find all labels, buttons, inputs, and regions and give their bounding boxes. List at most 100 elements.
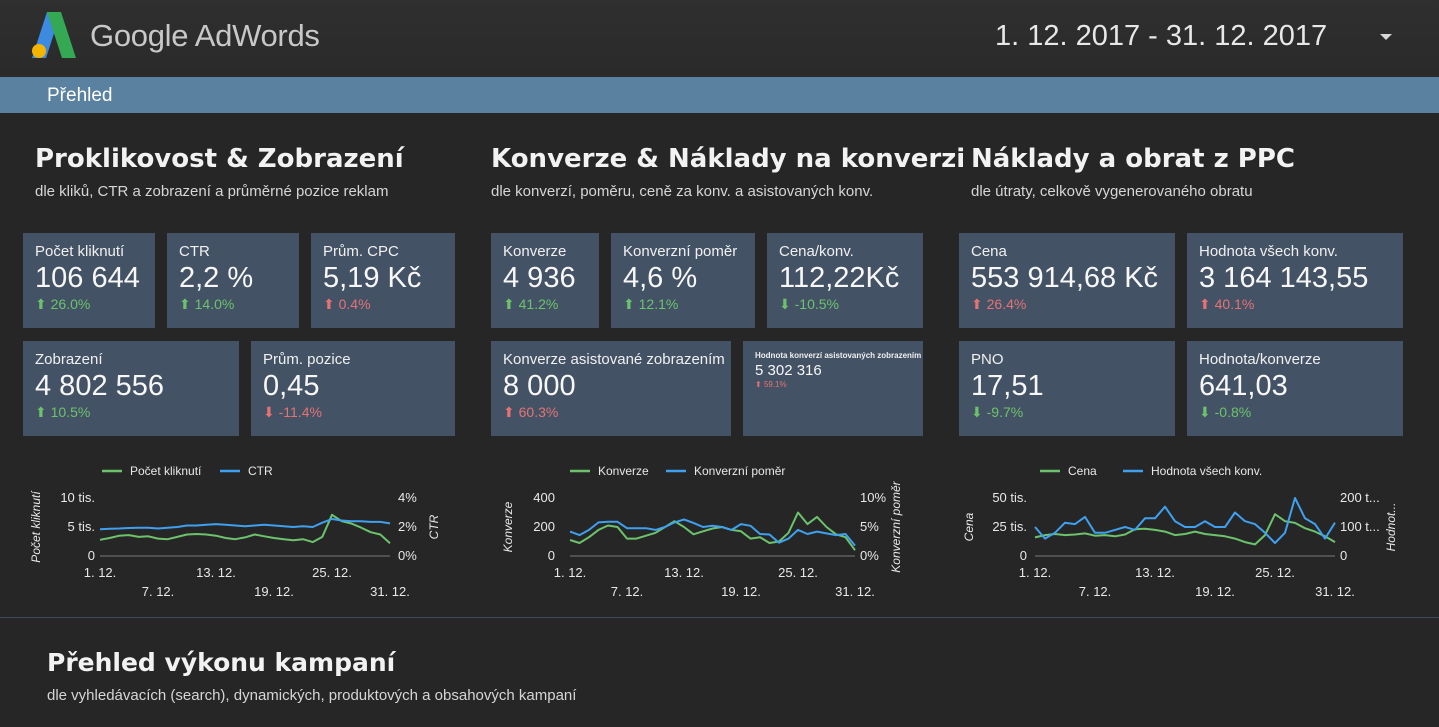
- arrow-up-icon: ⬆: [623, 296, 639, 312]
- series-line-cena: [1034, 513, 1336, 546]
- y-tick-label-right: 0%: [860, 548, 879, 563]
- kpi-delta: ⬇ -11.4%: [263, 404, 322, 420]
- chevron-down-icon[interactable]: [1380, 34, 1392, 40]
- kpi-card-view-through-conversions[interactable]: Konverze asistované zobrazením 8 000 ⬆ 6…: [491, 341, 731, 436]
- kpi-label: Počet kliknutí: [35, 243, 125, 260]
- series-line-ctr: [99, 518, 391, 531]
- kpi-label: Zobrazení: [35, 351, 103, 368]
- kpi-delta: ⬆ 59.1%: [755, 380, 787, 389]
- kpi-card-ctr[interactable]: CTR 2,2 % ⬆ 14.0%: [167, 233, 299, 328]
- kpi-delta: ⬆ 26.4%: [971, 296, 1027, 312]
- y-axis-title-right: Konverzní poměr: [889, 480, 903, 572]
- tab-prehled[interactable]: Přehled: [47, 85, 113, 106]
- x-tick-label: 7. 12.: [1079, 584, 1112, 599]
- chart-cost-value[interactable]: Cena Hodnota všech konv. 50 tis. 25 tis. 0 20…: [955, 458, 1415, 608]
- kpi-delta: ⬆ 10.5%: [35, 404, 91, 420]
- arrow-down-icon: ⬇: [263, 404, 279, 420]
- kpi-value: 8 000: [503, 370, 576, 402]
- y-axis-title-left: Počet kliknutí: [29, 490, 43, 563]
- campaigns-title: Přehled výkonu kampaní: [47, 648, 396, 677]
- series-line-konverze: [569, 511, 856, 551]
- y-tick-label-left: 10 tis.: [60, 490, 95, 505]
- series-line-hodnota-všech-konv.: [1034, 497, 1336, 544]
- kpi-card-cost[interactable]: Cena 553 914,68 Kč ⬆ 26.4%: [959, 233, 1175, 328]
- chart-conversions-rate[interactable]: Konverze Konverzní poměr 400 200 0 10% 5% 0% Kon…: [490, 458, 930, 608]
- header: Google AdWords 1. 12. 2017 - 31. 12. 201…: [0, 0, 1439, 77]
- kpi-card-pno[interactable]: PNO 17,51 ⬇ -9.7%: [959, 341, 1175, 436]
- x-tick-label: 7. 12.: [611, 584, 644, 599]
- arrow-up-icon: ⬆: [323, 296, 339, 312]
- kpi-delta: ⬇ -9.7%: [971, 404, 1024, 420]
- kpi-value: 17,51: [971, 370, 1044, 402]
- legend-label: Konverze: [598, 464, 649, 478]
- kpi-value: 106 644: [35, 262, 140, 294]
- arrow-down-icon: ⬇: [971, 404, 987, 420]
- y-axis-title-right: Hodnot...: [1384, 503, 1398, 552]
- kpi-label: PNO: [971, 351, 1004, 368]
- kpi-card-impressions[interactable]: Zobrazení 4 802 556 ⬆ 10.5%: [23, 341, 239, 436]
- y-tick-label-right: 2%: [398, 519, 417, 534]
- kpi-delta: ⬇ -0.8%: [1199, 404, 1252, 420]
- kpi-value: 3 164 143,55: [1199, 262, 1369, 294]
- arrow-up-icon: ⬆: [179, 296, 195, 312]
- y-tick-label-right: 4%: [398, 490, 417, 505]
- y-tick-label-right: 200 t...: [1340, 490, 1380, 505]
- x-tick-label: 13. 12.: [196, 565, 236, 580]
- kpi-value: 112,22Kč: [779, 262, 900, 294]
- kpi-label: CTR: [179, 243, 210, 260]
- section-subtitle-clicks: dle kliků, CTR a zobrazení a průměrné po…: [35, 183, 389, 200]
- section-title-conversions: Konverze & Náklady na konverzi: [491, 144, 966, 174]
- y-tick-label-left: 400: [533, 490, 555, 505]
- kpi-delta: ⬆ 0.4%: [323, 296, 371, 312]
- legend-label: Hodnota všech konv.: [1151, 464, 1262, 478]
- kpi-value: 553 914,68 Kč: [971, 262, 1159, 294]
- arrow-up-icon: ⬆: [503, 404, 519, 420]
- x-tick-label: 1. 12.: [554, 565, 587, 580]
- x-tick-label: 25. 12.: [1255, 565, 1295, 580]
- kpi-label: Cena: [971, 243, 1007, 260]
- y-tick-label-left: 50 tis.: [992, 490, 1027, 505]
- arrow-up-icon: ⬆: [971, 296, 987, 312]
- x-tick-label: 31. 12.: [370, 584, 410, 599]
- kpi-card-conversion-rate[interactable]: Konverzní poměr 4,6 % ⬆ 12.1%: [611, 233, 755, 328]
- kpi-card-view-through-value[interactable]: Hodnota konverzí asistovaných zobrazením…: [743, 341, 923, 436]
- x-tick-label: 25. 12.: [778, 565, 818, 580]
- app-title: Google AdWords: [90, 18, 320, 53]
- kpi-value: 0,45: [263, 370, 320, 402]
- y-tick-label-right: 0%: [398, 548, 417, 563]
- kpi-value: 641,03: [1199, 370, 1288, 402]
- legend-label: Počet kliknutí: [130, 464, 202, 478]
- arrow-up-icon: ⬆: [503, 296, 519, 312]
- arrow-up-icon: ⬆: [1199, 296, 1215, 312]
- y-tick-label-right: 10%: [860, 490, 886, 505]
- kpi-delta: ⬇ -10.5%: [779, 296, 839, 312]
- kpi-card-value-per-conversion[interactable]: Hodnota/konverze 641,03 ⬇ -0.8%: [1187, 341, 1403, 436]
- kpi-value: 5 302 316: [755, 362, 822, 379]
- x-tick-label: 7. 12.: [142, 584, 175, 599]
- kpi-card-avg-position[interactable]: Prům. pozice 0,45 ⬇ -11.4%: [251, 341, 455, 436]
- section-subtitle-costs: dle útraty, celkově vygenerovaného obrat…: [971, 183, 1253, 200]
- kpi-delta: ⬆ 26.0%: [35, 296, 91, 312]
- kpi-value: 5,19 Kč: [323, 262, 422, 294]
- arrow-up-icon: ⬆: [35, 404, 51, 420]
- section-divider: [0, 617, 1439, 618]
- kpi-card-conversions[interactable]: Konverze 4 936 ⬆ 41.2%: [491, 233, 599, 328]
- chart-clicks-ctr[interactable]: Počet kliknutí CTR 10 tis. 5 tis. 0 4% 2% 0% Poč…: [20, 458, 460, 608]
- x-tick-label: 25. 12.: [312, 565, 352, 580]
- kpi-card-cost-per-conversion[interactable]: Cena/konv. 112,22Kč ⬇ -10.5%: [767, 233, 923, 328]
- kpi-card-conversion-value[interactable]: Hodnota všech konv. 3 164 143,55 ⬆ 40.1%: [1187, 233, 1403, 328]
- x-tick-label: 13. 12.: [664, 565, 704, 580]
- kpi-value: 4,6 %: [623, 262, 698, 294]
- x-tick-label: 1. 12.: [84, 565, 117, 580]
- x-tick-label: 31. 12.: [1315, 584, 1355, 599]
- kpi-label: Konverze: [503, 243, 567, 260]
- kpi-value: 4 936: [503, 262, 576, 294]
- date-range-picker[interactable]: 1. 12. 2017 - 31. 12. 2017: [995, 20, 1328, 52]
- kpi-card-cpc[interactable]: Prům. CPC 5,19 Kč ⬆ 0.4%: [311, 233, 455, 328]
- kpi-card-clicks[interactable]: Počet kliknutí 106 644 ⬆ 26.0%: [23, 233, 155, 328]
- kpi-label: Prům. CPC: [323, 243, 399, 260]
- kpi-label: Konverze asistované zobrazením: [503, 351, 725, 368]
- arrow-up-icon: ⬆: [755, 380, 764, 389]
- x-tick-label: 19. 12.: [254, 584, 294, 599]
- section-title-clicks: Proklikovost & Zobrazení: [35, 144, 404, 174]
